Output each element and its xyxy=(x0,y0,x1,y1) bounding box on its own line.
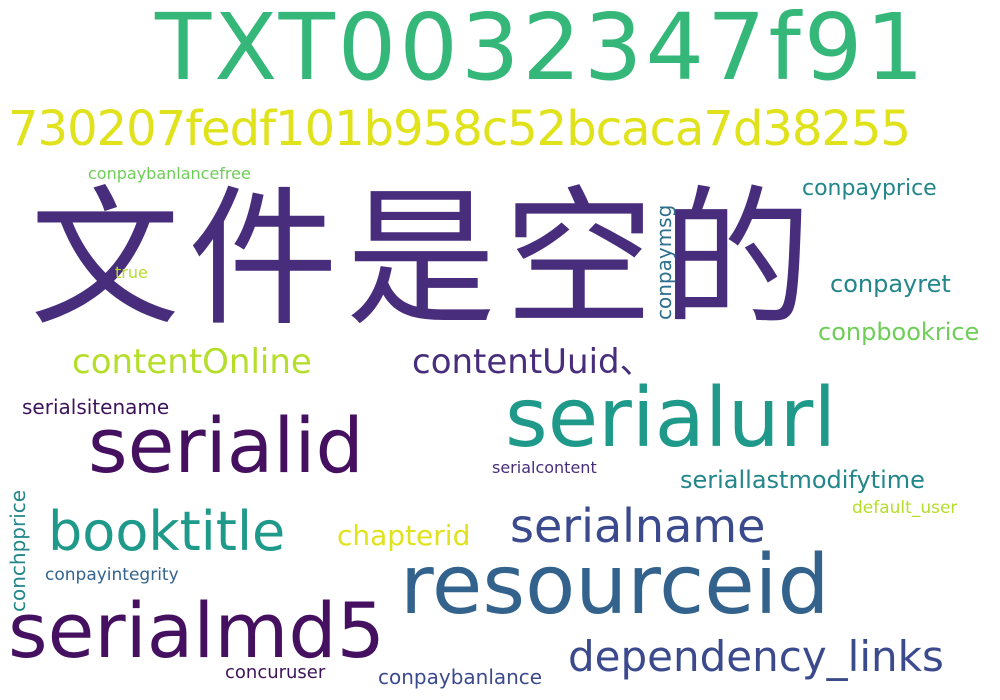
word-conpayret: conpayret xyxy=(830,270,951,298)
word-resourceid: resourceid xyxy=(400,538,830,633)
word-serialsitename: serialsitename xyxy=(22,395,170,419)
word-chapterid: chapterid xyxy=(337,519,471,552)
word-serialname: serialname xyxy=(510,499,766,553)
word-txt-id: TXT0032347f91 xyxy=(155,0,927,101)
word-conpaybanlancefree: conpaybanlancefree xyxy=(88,164,251,183)
word-contentonline: contentOnline xyxy=(72,342,312,382)
word-conpayprice: conpayprice xyxy=(802,176,937,201)
word-true: true xyxy=(115,263,148,282)
word-serialid: serialid xyxy=(88,401,364,490)
word-concuruser: concuruser xyxy=(225,662,326,683)
word-file-empty: 文件是空的 xyxy=(30,173,821,347)
word-dependency-links: dependency_links xyxy=(568,632,944,681)
word-conpayintegrity: conpayintegrity xyxy=(45,565,179,585)
word-conpaymsg: conpaymsg xyxy=(652,204,676,320)
word-conpbookrice: conpbookrice xyxy=(818,318,980,346)
word-seriallastmodifytime: seriallastmodifytime xyxy=(680,466,925,494)
word-serialurl: serialurl xyxy=(505,371,837,466)
word-default-user: default_user xyxy=(852,498,958,518)
word-contentuuid: contentUuid、 xyxy=(412,342,654,382)
word-hash: 730207fedf101b958c52bcaca7d38255 xyxy=(8,101,911,157)
word-serialmd5: serialmd5 xyxy=(8,586,386,675)
word-serialcontent: serialcontent xyxy=(492,458,597,477)
word-booktitle: booktitle xyxy=(48,500,286,563)
word-conpaybanlance: conpaybanlance xyxy=(378,665,543,689)
